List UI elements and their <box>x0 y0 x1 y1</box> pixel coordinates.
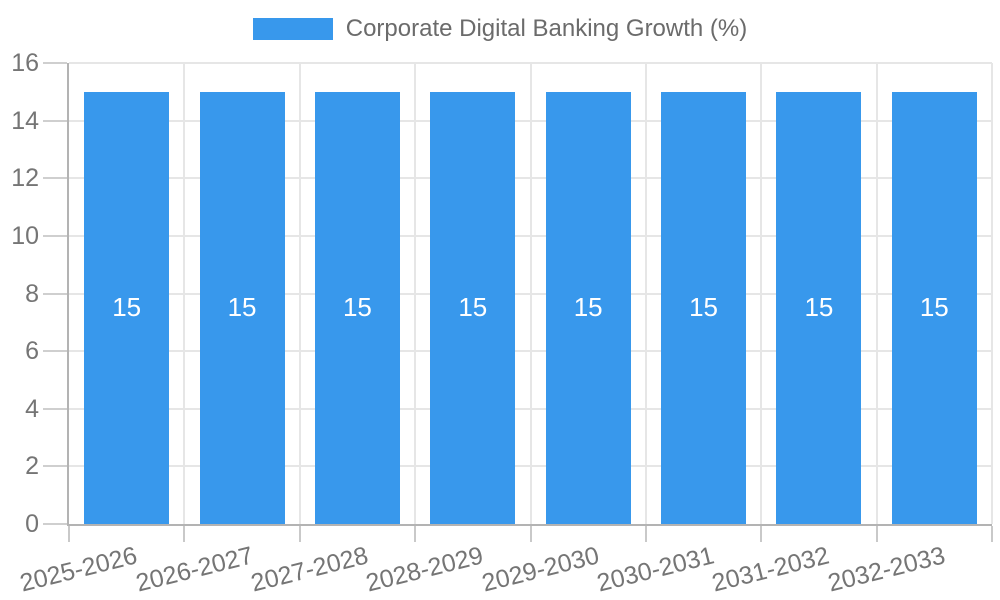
y-axis-tick <box>43 350 67 353</box>
x-axis-tick-label: 2032-2033 <box>824 541 948 598</box>
bar: 15 <box>199 91 285 524</box>
x-axis-tick <box>414 526 417 542</box>
bar-value-label: 15 <box>804 292 834 323</box>
y-axis-tick <box>43 119 67 122</box>
x-gridline <box>183 63 186 524</box>
x-axis-tick <box>298 526 301 542</box>
x-gridline <box>414 63 417 524</box>
x-axis-tick <box>644 526 647 542</box>
bar: 15 <box>776 91 862 524</box>
x-gridline <box>875 63 878 524</box>
y-axis-tick-label: 10 <box>11 221 39 250</box>
x-axis-tick-label: 2027-2028 <box>248 541 371 598</box>
legend-color-swatch <box>252 18 333 40</box>
bar-value-label: 15 <box>689 292 719 323</box>
y-axis-tick-label: 12 <box>11 164 39 193</box>
x-axis-tick <box>875 526 878 542</box>
y-axis-tick <box>43 292 67 295</box>
y-axis-tick-label: 0 <box>25 510 39 538</box>
y-axis-tick <box>43 177 67 180</box>
bar: 15 <box>430 91 516 524</box>
x-axis-line <box>67 524 992 526</box>
bar: 15 <box>891 91 977 524</box>
x-gridline <box>644 63 647 524</box>
bar: 15 <box>661 91 747 524</box>
y-axis-tick-label: 4 <box>25 394 39 423</box>
x-gridline <box>298 63 301 524</box>
x-axis-tick <box>991 526 993 542</box>
x-axis-tick-label: 2030-2031 <box>594 541 717 598</box>
bar-value-label: 15 <box>342 292 372 323</box>
bar-value-label: 15 <box>919 292 949 323</box>
x-gridline <box>760 63 763 524</box>
x-axis-tick-label: 2028-2029 <box>363 541 487 598</box>
plot-area: 0 2 4 6 8 10 12 14 16 15 2025-2026 15 2026-2027 15 202… <box>11 49 993 598</box>
y-axis-line <box>67 63 69 524</box>
bar-value-label: 15 <box>112 292 142 323</box>
y-axis-tick <box>43 523 67 525</box>
x-axis-tick <box>183 526 186 542</box>
y-axis-tick <box>43 407 67 410</box>
y-axis-tick <box>43 465 67 468</box>
y-axis-tick-label: 2 <box>25 452 39 481</box>
y-axis-tick-label: 14 <box>11 106 39 135</box>
bar-value-label: 15 <box>227 292 257 323</box>
y-axis-tick <box>43 62 67 64</box>
legend-item[interactable]: Corporate Digital Banking Growth (%) <box>252 15 748 43</box>
x-axis-tick <box>529 526 532 542</box>
bar: 15 <box>84 91 170 524</box>
chart-legend: Corporate Digital Banking Growth (%) <box>0 15 1000 43</box>
legend-label: Corporate Digital Banking Growth (%) <box>345 15 748 42</box>
x-axis-tick-label: 2029-2030 <box>478 541 602 598</box>
y-axis-tick <box>43 234 67 237</box>
x-axis-tick-label: 2025-2026 <box>17 541 141 598</box>
bar-value-label: 15 <box>458 292 488 323</box>
x-axis-tick <box>760 526 763 542</box>
x-gridline <box>991 63 993 524</box>
bar: 15 <box>545 91 631 524</box>
x-axis-tick <box>68 526 70 542</box>
bar-value-label: 15 <box>573 292 603 323</box>
x-axis-tick-label: 2026-2027 <box>132 541 256 598</box>
y-axis-tick-label: 6 <box>25 337 39 366</box>
y-axis-tick-label: 16 <box>11 49 39 77</box>
x-axis-tick-label: 2031-2032 <box>709 541 833 598</box>
y-axis-tick-label: 8 <box>25 279 39 308</box>
x-gridline <box>529 63 532 524</box>
bar: 15 <box>314 91 400 524</box>
